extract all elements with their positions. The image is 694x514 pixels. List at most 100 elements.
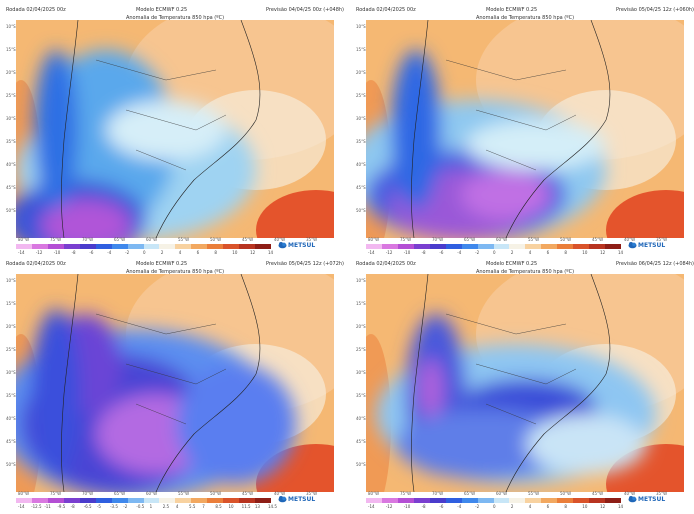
map-subtitle: Anomalia de Temperatura 850 hpa (ºC) (475, 269, 575, 275)
longitude-label: 35°W (656, 491, 668, 496)
colorbar-tick-label: 10 (582, 504, 588, 509)
colorbar-tick-label: -12 (385, 504, 393, 509)
longitude-label: 50°W (210, 237, 222, 242)
colorbar-tick-label: -9.5 (57, 504, 66, 509)
latitude-label: 35°S (6, 393, 16, 398)
colorbar-tick-label: 14.5 (268, 504, 277, 509)
longitude-label: 70°W (82, 237, 94, 242)
latitude-label: 30°S (6, 116, 16, 121)
colorbar-tick-label: 2 (160, 250, 164, 255)
latitude-label: 45°S (356, 439, 366, 444)
colorbar-swatch (429, 244, 446, 249)
panel-header: Rodada 02/04/2025 00z Modelo ECMWF 0.25 … (6, 4, 344, 18)
run-label: Rodada 02/04/2025 00z (356, 7, 416, 13)
latitude-label: 40°S (356, 416, 366, 421)
colorbar-tick-label: 0 (493, 504, 496, 509)
metsul-cloud-icon (628, 242, 637, 249)
colorbar-tick-label: 6 (196, 250, 200, 255)
longitude-label: 50°W (210, 491, 222, 496)
colorbar-swatch (557, 498, 574, 503)
run-label: Rodada 02/04/2025 00z (6, 7, 66, 13)
colorbar-swatch (557, 244, 574, 249)
colorbar-tick-label: 2 (510, 250, 514, 255)
colorbar-swatch (191, 498, 208, 503)
longitude-label: 60°W (496, 491, 508, 496)
colorbar-swatch (143, 498, 160, 503)
colorbar-tick-label: -8 (71, 250, 76, 255)
colorbar-swatch (16, 498, 32, 503)
longitude-label: 45°W (592, 237, 604, 242)
colorbar-tick-label: 0 (143, 250, 146, 255)
latitude-label: 40°S (356, 162, 366, 167)
colorbar-tick-label: -12.5 (31, 504, 42, 509)
colorbar-tick-label: 14 (618, 250, 624, 255)
latitude-label: 25°S (6, 93, 16, 98)
latitude-label: 20°S (6, 324, 16, 329)
latitude-label: 15°S (356, 301, 366, 306)
colorbar-swatch (111, 498, 128, 503)
colorbar-swatch (255, 498, 271, 503)
longitude-label: 40°W (274, 237, 286, 242)
colorbar-swatch (445, 498, 462, 503)
longitude-label: 75°W (400, 237, 412, 242)
colorbar-tick-label: -14 (368, 504, 375, 509)
colorbar-swatch (159, 244, 176, 249)
colorbar-swatch (223, 498, 240, 503)
map-subtitle: Anomalia de Temperatura 850 hpa (ºC) (125, 269, 225, 275)
forecast-panel: Rodada 02/04/2025 00z Modelo ECMWF 0.25 … (356, 258, 694, 509)
colorbar-swatch (79, 498, 96, 503)
metsul-logo: METSUL (288, 242, 316, 249)
colorbar-tick-label: 12 (600, 250, 606, 255)
colorbar-swatch (207, 498, 224, 503)
forecast-panel: Rodada 02/04/2025 00z Modelo ECMWF 0.25 … (6, 4, 344, 255)
colorbar-tick-label: 4 (528, 504, 532, 509)
colorbar-tick-label: 5.5 (189, 504, 196, 509)
longitude-label: 45°W (242, 237, 254, 242)
colorbar (366, 244, 621, 249)
colorbar-tick-label: -12 (385, 250, 393, 255)
colorbar-tick-label: -2 (123, 504, 128, 509)
colorbar-tick-label: -14 (18, 504, 25, 509)
colorbar-swatch (397, 244, 414, 249)
model-label: Modelo ECMWF 0.25 (486, 261, 538, 267)
colorbar-tick-label: 8 (564, 504, 567, 509)
colorbar-swatch (509, 498, 526, 503)
colorbar-swatch (159, 498, 176, 503)
colorbar (366, 498, 621, 503)
colorbar-tick-label: -11 (44, 504, 51, 509)
latitude-label: 30°S (6, 370, 16, 375)
colorbar-swatch (79, 244, 96, 249)
longitude-label: 65°W (464, 491, 476, 496)
longitude-label: 55°W (178, 237, 190, 242)
colorbar-tick-label: 6 (546, 504, 550, 509)
colorbar-swatch (175, 498, 192, 503)
colorbar-tick-label: 14 (268, 250, 274, 255)
colorbar-tick-label: -6 (439, 504, 444, 509)
metsul-cloud-icon (278, 496, 287, 503)
longitude-label: 50°W (560, 491, 572, 496)
colorbar-tick-label: 6 (546, 250, 550, 255)
colorbar-swatch (255, 244, 271, 249)
longitude-label: 50°W (560, 237, 572, 242)
metsul-logo: METSUL (638, 496, 666, 503)
temperature-anomaly-map (366, 274, 684, 492)
colorbar-tick-label: 2.5 (162, 504, 170, 509)
colorbar-tick-label: -6.5 (83, 504, 92, 509)
colorbar-tick-label: -10 (403, 504, 411, 509)
forecast-time-label: Previsão 06/04/25 12z (+084h) (615, 261, 694, 267)
colorbar-swatch (95, 244, 112, 249)
metsul-cloud-icon (628, 496, 637, 503)
colorbar-tick-label: -4 (457, 504, 462, 509)
latitude-label: 10°S (6, 24, 16, 29)
longitude-label: 75°W (50, 237, 62, 242)
colorbar-tick-label: 12 (600, 504, 606, 509)
colorbar-swatch (127, 244, 144, 249)
colorbar-swatch (16, 244, 32, 249)
colorbar-swatch (509, 244, 526, 249)
latitude-label: 45°S (356, 185, 366, 190)
latitude-label: 10°S (356, 278, 366, 283)
longitude-label: 80°W (368, 491, 380, 496)
longitude-label: 80°W (18, 237, 30, 242)
latitude-label: 20°S (6, 70, 16, 75)
longitude-label: 55°W (178, 491, 190, 496)
